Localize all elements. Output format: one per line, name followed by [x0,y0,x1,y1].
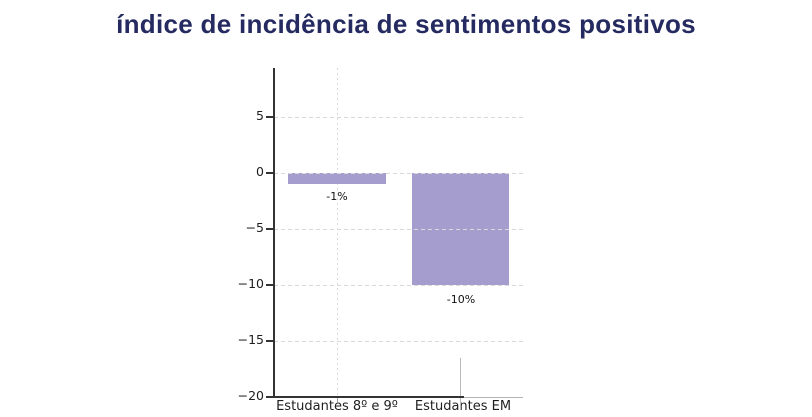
gridline-y-neg15 [274,341,523,342]
y-tick-0 [266,172,274,174]
gridline-y-neg10 [274,285,523,286]
y-axis-spine [273,68,275,398]
gridline-vertical-cat1 [337,68,338,398]
bar-estudantes-8-9 [288,173,386,184]
x-axis-spine-extension [464,397,523,398]
x-axis-label-estudantes-8-9: Estudantes 8º e 9º [276,399,398,414]
y-axis-label-0: 0 [256,164,264,179]
y-tick-5 [266,116,274,118]
gridline-y-neg5 [274,229,523,230]
y-tick-neg5 [266,228,274,230]
y-axis-label-neg5: −5 [245,220,264,235]
bar-value-estudantes-8-9: -1% [297,190,377,203]
x-axis-spine [274,396,464,398]
chart-title: índice de incidência de sentimentos posi… [116,9,696,39]
y-tick-neg15 [266,340,274,342]
y-tick-neg20 [266,396,274,398]
gridline-y-0 [274,173,523,174]
gridline-vertical-cat2 [460,358,461,410]
y-axis-label-5: 5 [256,108,264,123]
bar-value-estudantes-em: -10% [446,293,476,306]
y-axis-label-neg20: −20 [237,388,264,403]
plot-area [266,68,523,410]
y-tick-neg10 [266,284,274,286]
x-tick-cat1 [337,398,338,403]
gridline-y-5 [274,117,523,118]
y-axis-label-neg15: −15 [237,332,264,347]
x-axis-label-estudantes-em: Estudantes EM [414,399,512,414]
y-axis-label-neg10: −10 [237,276,264,291]
